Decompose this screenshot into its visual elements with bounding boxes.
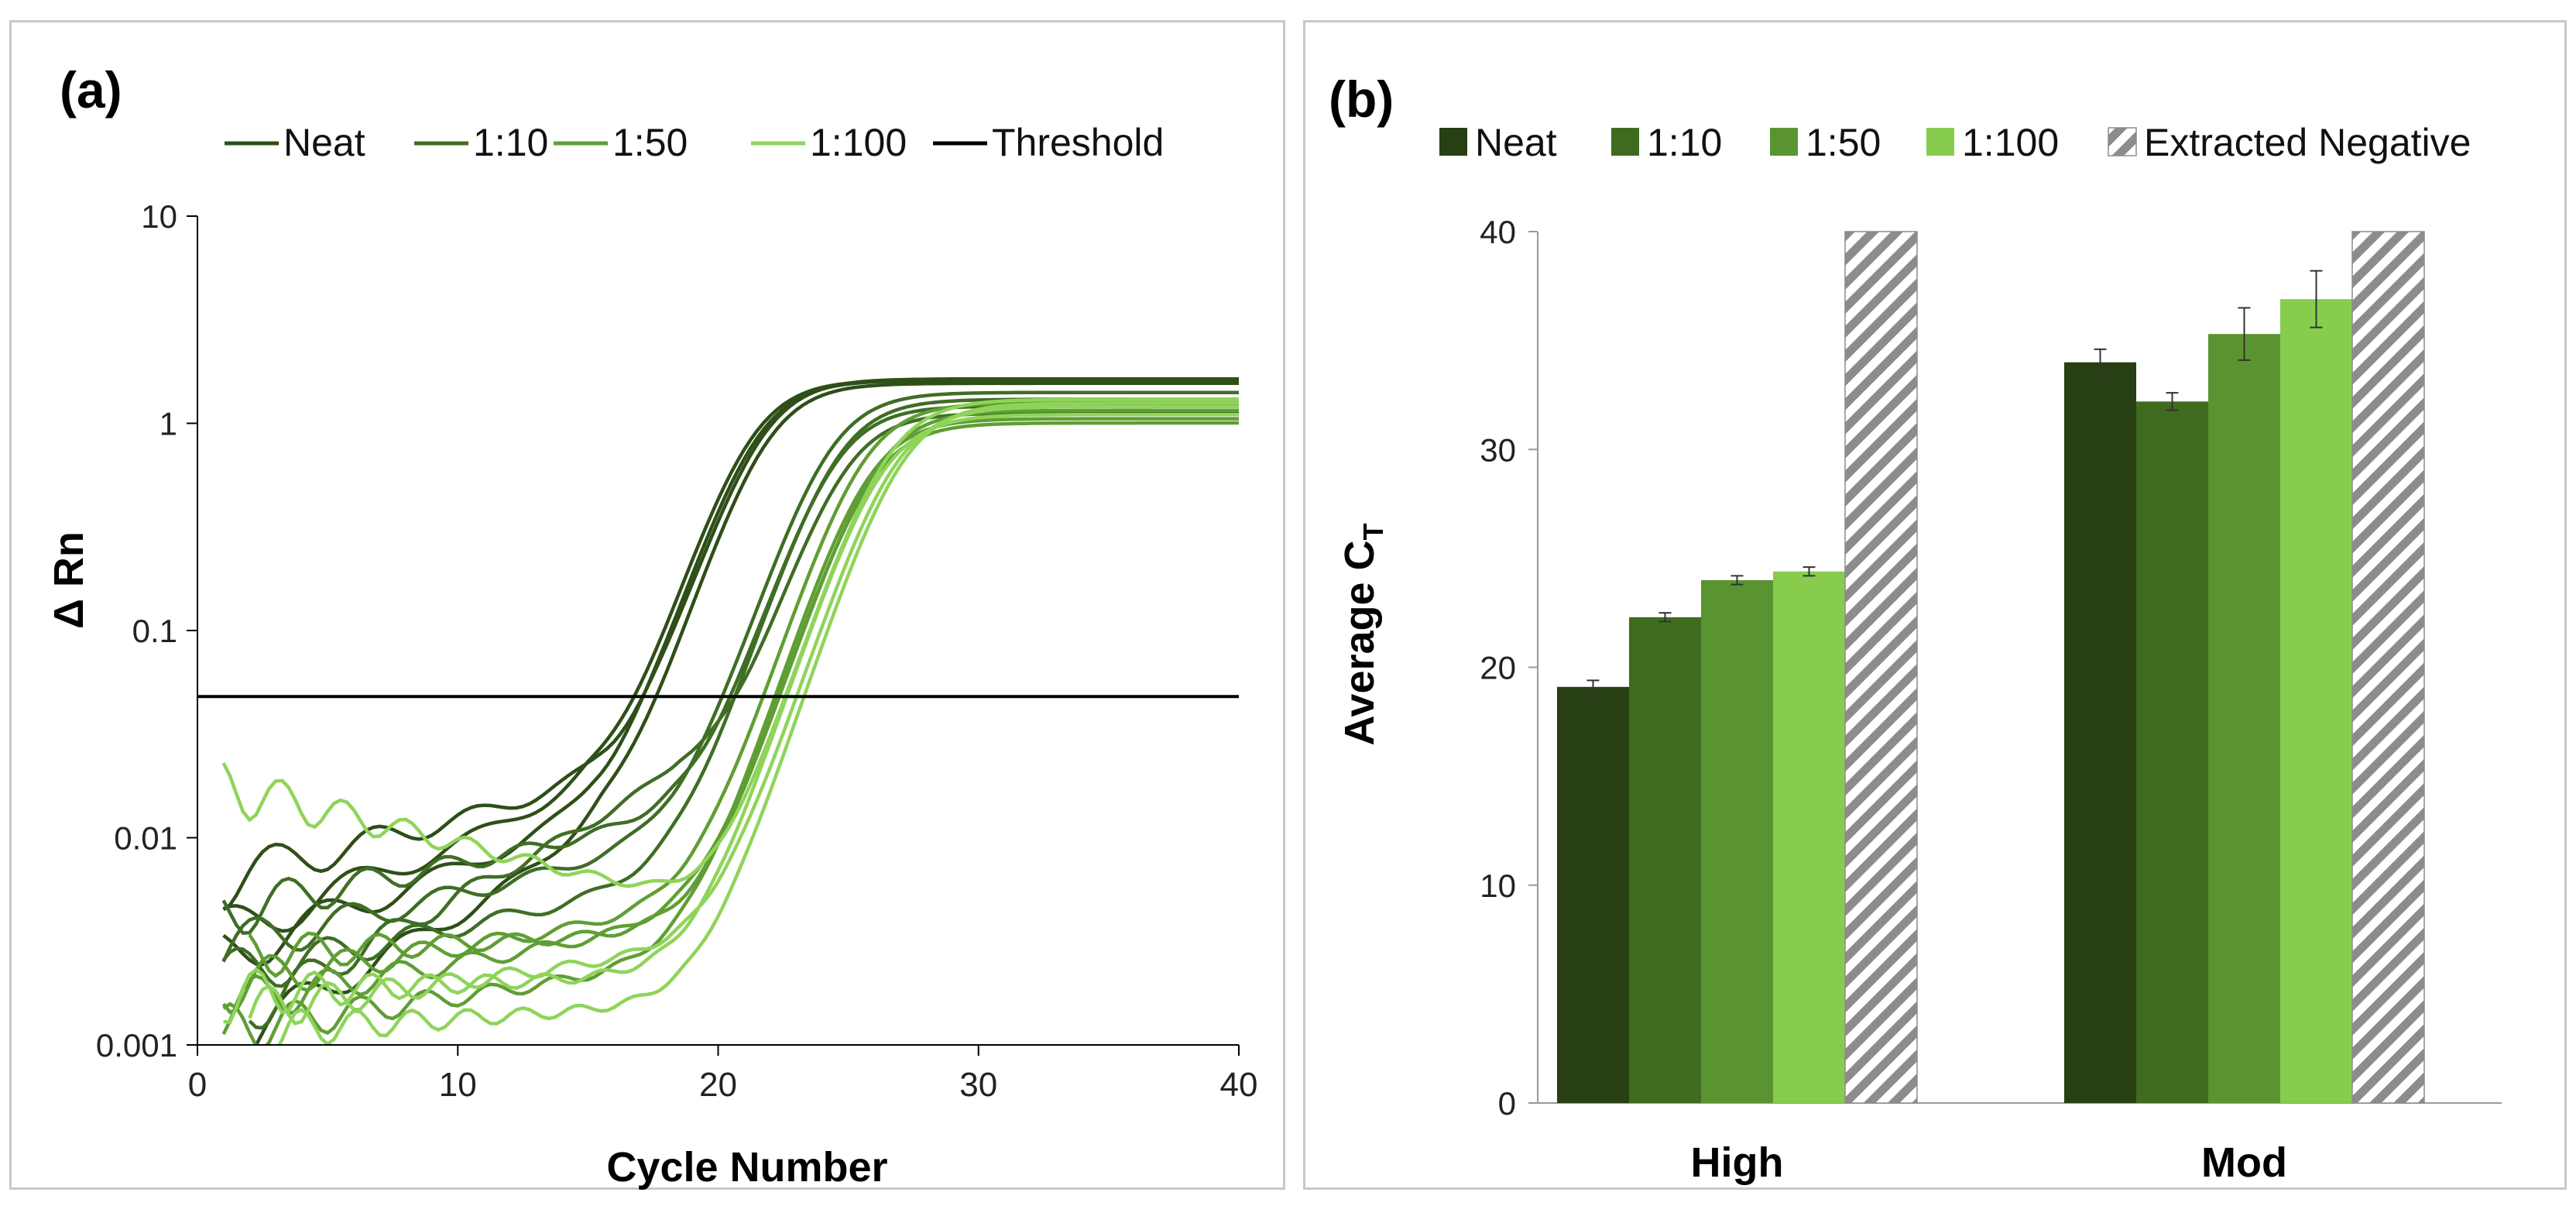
bar-mod-extracted-negative [2351,231,2425,1104]
legend-label: 1:50 [612,121,688,164]
curve-1-100 [248,404,1239,1026]
curve-1-50 [248,408,1239,978]
legend-label: 1:10 [473,121,548,164]
y-tick-label: 20 [1480,650,1516,686]
y-tick-label: 0.01 [114,820,177,857]
y-tick-label: 30 [1480,431,1516,468]
curve-Neat [222,378,1239,933]
x-tick-label: 0 [188,1066,207,1104]
legend-label: Neat [1475,121,1557,164]
panel-label-a: (a) [60,61,122,119]
curve-1-100 [221,397,1239,888]
y-tick-label: 10 [141,198,177,235]
amplification-curves [197,376,1239,1045]
x-tick-label: 20 [699,1066,737,1104]
bar-chart-svg: 0 10 20 30 40 High Mod Neat 1:10 1:50 1:100 Extrac… [1329,70,2502,1186]
bar-mod-1-10 [2136,401,2208,1103]
curve-Neat [254,381,1239,1045]
curve-1-10 [221,390,1239,963]
y-tick-label: 10 [1480,868,1516,904]
bars [1557,231,2425,1104]
panel-label-b: (b) [1329,70,1394,128]
legend-swatch-1-10 [1611,128,1639,156]
bar-high-1-100 [1773,571,1845,1103]
x-tick-label: 30 [959,1066,997,1104]
curve-Neat [222,376,1239,912]
bar-mod-neat [2064,362,2136,1103]
x-tick-label: 10 [439,1066,477,1104]
line-chart-svg: 0 10 20 30 40 0.001 0.01 0.1 1 10 Neat 1:10 1:50 1:1… [46,61,1258,1191]
curve-1-100 [277,401,1239,1045]
y-tick-label: 0.001 [96,1027,177,1064]
legend-label: Extracted Negative [2144,121,2471,164]
legend-label: 1:50 [1806,121,1881,164]
legend-label: Threshold [992,121,1164,164]
category-label-high: High [1691,1139,1784,1186]
y-axis-label-main: Average C [1336,540,1383,745]
bar-high-extracted-negative [1844,231,1918,1104]
legend-label: 1:10 [1647,121,1722,164]
curve-1-50 [222,417,1239,1045]
bar-high-neat [1557,686,1629,1103]
curve-1-50 [221,421,1239,1036]
legend-swatch-1-100 [1926,128,1954,156]
y-axis-label: Average CT [1336,523,1389,745]
legend: Neat 1:10 1:50 1:100 Extracted Negative [1439,121,2471,164]
y-tick-label: 40 [1480,214,1516,250]
y-axis-label-subscript: T [1357,523,1389,540]
curve-1-100 [223,412,1239,1025]
category-label-mod: Mod [2201,1139,2287,1186]
axes: 0 10 20 30 40 0.001 0.01 0.1 1 10 [96,198,1258,1104]
bar-high-1-50 [1701,580,1773,1103]
bar-high-1-10 [1629,617,1701,1103]
bar-mod-1-100 [2280,299,2352,1103]
legend-swatch-extracted-negative [2108,127,2137,156]
legend-swatch-1-50 [1770,128,1798,156]
bar-mod-1-50 [2208,334,2280,1103]
panel-a-line-chart: 0 10 20 30 40 0.001 0.01 0.1 1 10 Neat 1:10 1:50 1:1… [9,20,1285,1191]
y-tick-label: 1 [159,406,177,442]
x-axis-label: Cycle Number [606,1144,887,1191]
legend-label: 1:100 [1962,121,2059,164]
legend-swatch-neat [1439,128,1467,156]
legend-label: 1:100 [810,121,907,164]
y-tick-label: 0 [1498,1085,1516,1122]
y-tick-label: 0.1 [132,613,177,649]
x-tick-label: 40 [1220,1066,1258,1104]
panel-b-bar-chart: 0 10 20 30 40 High Mod Neat 1:10 1:50 1:100 Extrac… [1303,20,2567,1190]
y-axis-label: Δ Rn [46,531,92,629]
legend-label: Neat [283,121,365,164]
legend: Neat 1:10 1:50 1:100 Threshold [225,121,1164,164]
